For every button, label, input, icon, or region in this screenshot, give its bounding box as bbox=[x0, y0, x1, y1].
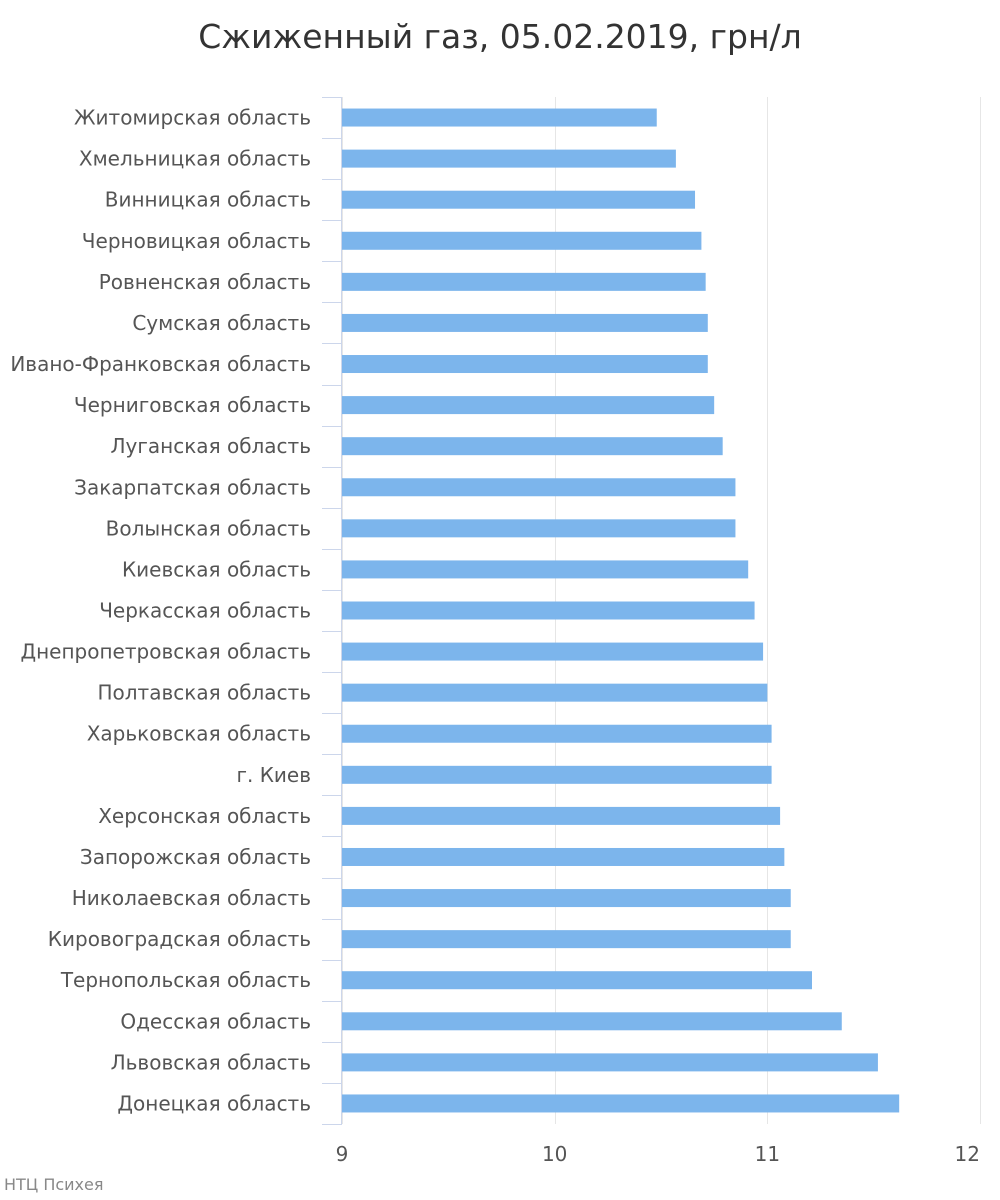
category-labels: Житомирская область Хмельницкая область Ви… bbox=[10, 106, 311, 1116]
category-label-11: Киевская область bbox=[122, 557, 311, 581]
bar-6 bbox=[342, 355, 708, 374]
category-label-19: Николаевская область bbox=[72, 886, 311, 910]
category-label-21: Тернопольская область bbox=[60, 968, 311, 992]
x-tick-label-0: 9 bbox=[336, 1142, 349, 1166]
bar-7 bbox=[342, 396, 715, 415]
x-tick-label-1: 10 bbox=[542, 1142, 567, 1166]
category-label-7: Черниговская область bbox=[74, 393, 311, 417]
category-label-14: Полтавская область bbox=[97, 681, 311, 705]
category-label-17: Херсонская область bbox=[98, 804, 311, 828]
bar-0 bbox=[342, 108, 657, 127]
x-tick-label-3: 12 bbox=[955, 1142, 980, 1166]
category-label-0: Житомирская область bbox=[74, 106, 311, 130]
category-label-22: Одесская область bbox=[120, 1009, 311, 1033]
category-label-6: Ивано-Франковская область bbox=[10, 352, 311, 376]
category-label-20: Кировоградская область bbox=[48, 927, 311, 951]
category-label-24: Донецкая область bbox=[117, 1091, 311, 1115]
bar-19 bbox=[342, 889, 791, 908]
bar-20 bbox=[342, 930, 791, 949]
bar-4 bbox=[342, 272, 706, 291]
bar-2 bbox=[342, 190, 696, 209]
bar-10 bbox=[342, 519, 736, 538]
bar-5 bbox=[342, 313, 708, 332]
category-label-10: Волынская область bbox=[106, 516, 311, 540]
category-label-5: Сумская область bbox=[132, 311, 311, 335]
bar-11 bbox=[342, 560, 749, 579]
x-axis-labels: 9 10 11 12 bbox=[336, 1142, 980, 1166]
bar-16 bbox=[342, 765, 772, 784]
bars bbox=[342, 108, 900, 1113]
category-label-16: г. Киев bbox=[236, 763, 311, 787]
bar-12 bbox=[342, 601, 755, 620]
category-label-18: Запорожская область bbox=[80, 845, 311, 869]
category-tick-marks bbox=[322, 97, 342, 1125]
bar-24 bbox=[342, 1094, 900, 1113]
bar-17 bbox=[342, 806, 781, 825]
bar-14 bbox=[342, 683, 768, 702]
bar-13 bbox=[342, 642, 764, 661]
category-label-4: Ровненская область bbox=[99, 270, 311, 294]
category-label-1: Хмельницкая область bbox=[79, 147, 311, 171]
bar-21 bbox=[342, 971, 812, 990]
category-label-12: Черкасская область bbox=[99, 599, 311, 623]
bar-8 bbox=[342, 437, 723, 456]
category-label-23: Львовская область bbox=[111, 1050, 311, 1074]
bar-15 bbox=[342, 724, 772, 743]
bar-9 bbox=[342, 478, 736, 497]
category-label-13: Днепропетровская область bbox=[20, 640, 311, 664]
bar-23 bbox=[342, 1053, 878, 1072]
x-tick-label-2: 11 bbox=[755, 1142, 780, 1166]
category-label-3: Черновицкая область bbox=[82, 229, 311, 253]
credits: НТЦ Психея bbox=[4, 1175, 103, 1194]
bar-3 bbox=[342, 231, 702, 250]
category-label-2: Винницкая область bbox=[105, 188, 311, 212]
chart-title: Сжиженный газ, 05.02.2019, грн/л bbox=[198, 17, 801, 56]
category-label-8: Луганская область bbox=[111, 434, 311, 458]
category-label-9: Закарпатская область bbox=[74, 475, 311, 499]
bar-1 bbox=[342, 149, 676, 168]
category-label-15: Харьковская область bbox=[87, 722, 311, 746]
bar-22 bbox=[342, 1012, 842, 1031]
bar-18 bbox=[342, 847, 785, 866]
